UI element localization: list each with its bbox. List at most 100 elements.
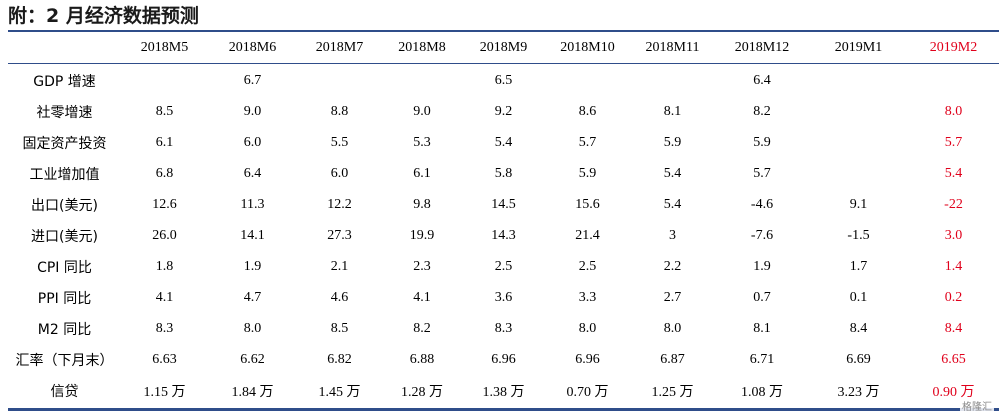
forecast-cell: 6.65: [941, 351, 966, 367]
column-header: 2018M7: [315, 39, 364, 55]
data-cell: 8.5: [155, 103, 174, 119]
column-header: 2018M10: [560, 39, 615, 55]
row-label: 进口(美元): [31, 228, 98, 245]
data-cell: 6.63: [152, 351, 177, 367]
row-label: PPI 同比: [37, 290, 92, 307]
data-cell: 2.7: [663, 289, 682, 305]
data-cell: 5.3: [413, 134, 431, 150]
data-cell: 8.0: [578, 320, 597, 336]
data-cell: 14.1: [240, 227, 265, 243]
header-row: 2018M5 2018M6 2018M7 2018M8 2018M9 2018M…: [8, 32, 999, 63]
forecast-table: 2018M5 2018M6 2018M7 2018M8 2018M9 2018M…: [8, 32, 999, 406]
column-header: 2018M8: [398, 39, 446, 55]
data-cell: 2.1: [330, 258, 349, 274]
data-cell: 1.8: [155, 258, 174, 274]
data-cell: 0.7: [753, 289, 771, 305]
table-row: CPI 同比 1.8 1.9 2.1 2.3 2.5 2.5 2.2 1.9 1.7 1.4: [8, 251, 999, 282]
data-cell: 0.70 万: [566, 384, 609, 400]
data-cell: 14.5: [491, 196, 516, 212]
column-header: 2018M9: [479, 39, 528, 55]
data-cell: 2.3: [413, 258, 431, 274]
data-cell: 6.4: [753, 72, 771, 88]
page-title: 附：2 月经济数据预测: [8, 5, 199, 27]
table-row: M2 同比 8.3 8.0 8.5 8.2 8.3 8.0 8.0 8.1 8.4 8.4: [8, 313, 999, 344]
data-cell: 8.2: [413, 320, 431, 336]
data-cell: [809, 158, 908, 189]
data-cell: 6.96: [491, 351, 516, 367]
column-header: 2019M1: [834, 39, 883, 55]
data-cell: 4.7: [243, 289, 262, 305]
row-label: M2 同比: [37, 321, 92, 338]
row-label: 固定资产投资: [22, 135, 107, 152]
data-cell: 12.6: [152, 196, 177, 212]
data-cell: 8.6: [578, 103, 597, 119]
forecast-cell: 0.2: [944, 289, 963, 305]
data-cell: 2.5: [494, 258, 513, 274]
data-cell: 6.7: [243, 72, 262, 88]
data-cell: 1.25 万: [651, 384, 694, 400]
data-cell: 5.8: [494, 165, 513, 181]
data-cell: 6.0: [330, 165, 349, 181]
data-cell: 6.1: [155, 134, 174, 150]
forecast-cell: 1.4: [944, 258, 963, 274]
data-cell: 1.9: [753, 258, 771, 274]
forecast-cell: 8.0: [944, 103, 963, 119]
data-cell: 9.0: [243, 103, 262, 119]
data-cell: 2.2: [663, 258, 682, 274]
data-cell: 6.62: [240, 351, 265, 367]
table-row: 固定资产投资 6.1 6.0 5.5 5.3 5.4 5.7 5.9 5.9 5.7: [8, 127, 999, 158]
data-cell: 15.6: [575, 196, 600, 212]
column-header: 2018M12: [734, 39, 790, 55]
data-cell: 8.1: [753, 320, 771, 336]
data-cell: 4.1: [413, 289, 431, 305]
data-cell: [382, 63, 462, 96]
table-row: GDP 增速 6.7 6.5 6.4: [8, 63, 999, 96]
data-cell: 5.9: [753, 134, 771, 150]
data-cell: 6.88: [409, 351, 435, 367]
data-cell: 8.5: [330, 320, 349, 336]
data-cell: 6.71: [749, 351, 775, 367]
data-cell: [545, 63, 630, 96]
data-cell: [809, 127, 908, 158]
data-cell: 6.87: [660, 351, 685, 367]
data-cell: -7.6: [750, 227, 774, 243]
row-label: 信贷: [50, 383, 79, 400]
data-cell: 8.3: [494, 320, 513, 336]
row-label: CPI 同比: [37, 259, 92, 276]
data-cell: [630, 63, 715, 96]
data-cell: 19.9: [409, 227, 435, 243]
data-cell: 3.23 万: [837, 384, 880, 400]
data-cell: -1.5: [847, 227, 870, 243]
column-header: 2018M5: [140, 39, 189, 55]
data-cell: 8.2: [753, 103, 771, 119]
data-cell: 3: [669, 227, 676, 243]
data-cell: 1.84 万: [231, 384, 274, 400]
data-cell: 5.9: [663, 134, 682, 150]
data-cell: [809, 63, 908, 96]
row-label: 工业增加值: [29, 166, 100, 183]
table-row: 出口(美元) 12.6 11.3 12.2 9.8 14.5 15.6 5.4 -4.6 9.1 -…: [8, 189, 999, 220]
data-cell: 3.6: [494, 289, 513, 305]
watermark: 格隆汇: [960, 398, 994, 413]
data-cell: 21.4: [575, 227, 600, 243]
data-cell: [121, 63, 208, 96]
data-cell: 8.8: [330, 103, 349, 119]
data-cell: 9.2: [494, 103, 513, 119]
table-row: 社零增速 8.5 9.0 8.8 9.0 9.2 8.6 8.1 8.2 8.0: [8, 96, 999, 127]
column-header: 2018M6: [228, 39, 277, 55]
table-row: 工业增加值 6.8 6.4 6.0 6.1 5.8 5.9 5.4 5.7 5.4: [8, 158, 999, 189]
table-row: 汇率（下月末） 6.63 6.62 6.82 6.88 6.96 6.96 6.87 6.71 6…: [8, 344, 999, 375]
data-cell: 6.1: [413, 165, 431, 181]
forecast-cell: -22: [944, 196, 963, 212]
data-cell: 6.5: [494, 72, 513, 88]
data-cell: 12.2: [327, 196, 352, 212]
data-cell: 5.7: [753, 165, 771, 181]
row-label: GDP 增速: [33, 73, 96, 90]
data-cell: 5.4: [494, 134, 513, 150]
data-cell: 2.5: [578, 258, 597, 274]
data-cell: 27.3: [327, 227, 352, 243]
data-cell: [809, 96, 908, 127]
data-cell: 8.4: [849, 320, 868, 336]
forecast-cell: 3.0: [944, 227, 963, 243]
data-cell: 8.0: [243, 320, 262, 336]
